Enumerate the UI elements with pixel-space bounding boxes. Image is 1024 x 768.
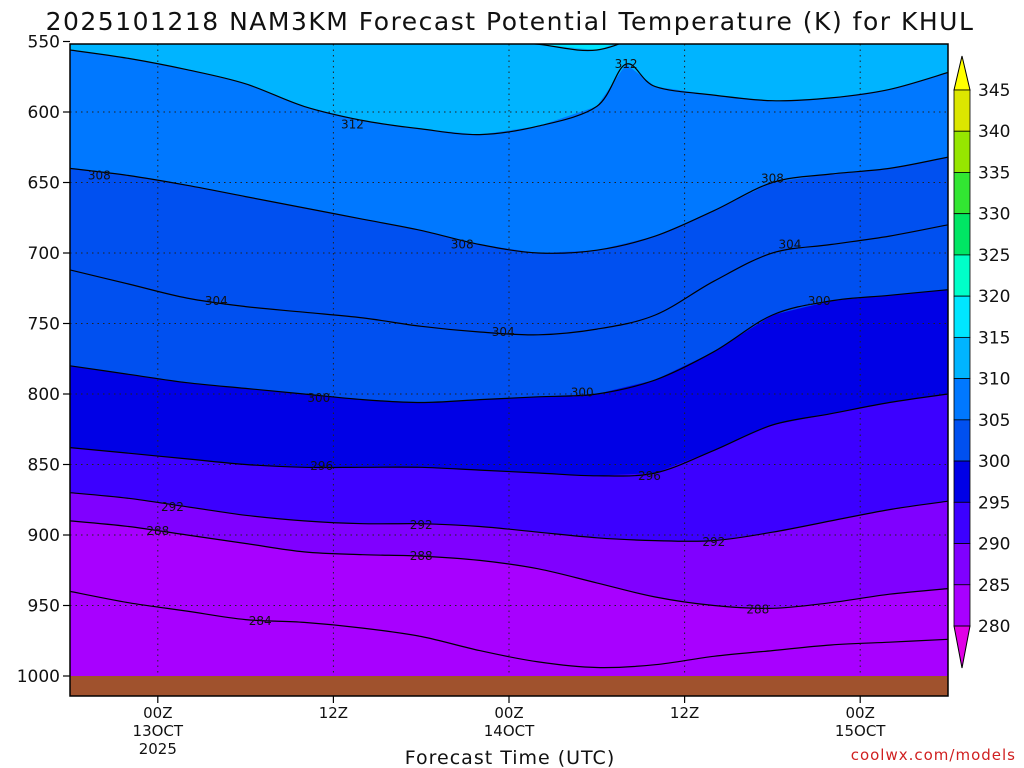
colorbar-swatch: [953, 89, 971, 132]
y-tick-label: 700: [28, 244, 60, 264]
x-tick-label: 14OCT: [484, 722, 535, 740]
x-axis-label: Forecast Time (UTC): [405, 747, 615, 768]
x-tick-label: 2025: [139, 740, 177, 758]
isentrope-304: [70, 224, 948, 336]
isentrope-292: [70, 492, 948, 542]
colorbar-swatch: [953, 130, 971, 173]
y-tick-label: 650: [28, 174, 60, 194]
isentrope-300: [70, 289, 948, 404]
y-tick-label: 1000: [17, 667, 60, 687]
colorbar-label: 280: [978, 617, 1010, 637]
y-tick-label: 950: [28, 597, 60, 617]
isentrope-288: [70, 520, 948, 610]
colorbar-label: 315: [978, 328, 1010, 348]
x-tick-label: 13OCT: [133, 722, 184, 740]
contour-label: 300: [307, 391, 330, 405]
contour-label: 304: [492, 325, 515, 339]
x-tick-label: 00Z: [494, 704, 523, 722]
colorbar-swatch: [953, 501, 971, 544]
y-tick-label: 750: [28, 315, 60, 335]
contour-label: 304: [779, 238, 802, 252]
colorbar-min-arrow: [953, 625, 971, 669]
isentrope-284: [70, 590, 948, 669]
colorbar-swatch: [953, 543, 971, 586]
y-axis: 2503003504004505005506006507007508008509…: [17, 33, 70, 687]
y-tick-label: 900: [28, 526, 60, 546]
chart-title: 2025101218 NAM3KM Forecast Potential Tem…: [46, 7, 975, 36]
contour-label: 316: [421, 32, 444, 46]
colorbar-label: 285: [978, 576, 1010, 596]
contour-label: 292: [161, 500, 184, 514]
contour-label: 308: [451, 238, 474, 252]
colorbar-label: 345: [978, 81, 1010, 101]
contour-label: 312: [615, 57, 638, 71]
colorbar-swatch: [953, 584, 971, 627]
isentrope-312: [70, 49, 948, 136]
colorbar-label: 325: [978, 246, 1010, 266]
colorbar-label: 295: [978, 493, 1010, 513]
colorbar-max-arrow: [953, 55, 971, 91]
colorbar-swatch: [953, 378, 971, 421]
x-tick-label: 00Z: [143, 704, 172, 722]
colorbar-label: 300: [978, 452, 1010, 472]
colorbar-swatch: [953, 172, 971, 215]
contour-label: 300: [571, 386, 594, 400]
contour-label: 292: [410, 518, 433, 532]
colorbar-label: 290: [978, 535, 1010, 555]
colorbar-swatch: [953, 336, 971, 380]
x-tick-label: 12Z: [319, 704, 348, 722]
isentrope-296: [70, 393, 948, 477]
x-tick-label: 12Z: [670, 704, 699, 722]
y-tick-label: 800: [28, 385, 60, 405]
credit-text: coolwx.com/models: [851, 746, 1016, 764]
contour-labels: 3403403363363323283283283243243203203203…: [88, 32, 831, 628]
colorbar-label: 320: [978, 287, 1010, 307]
plot-area: 3403403363363323283283283243243203203203…: [70, 32, 948, 696]
contour-label: 288: [410, 549, 433, 563]
terrain: [70, 676, 948, 696]
colorbar-label: 340: [978, 122, 1010, 142]
contour-label: 288: [746, 603, 769, 617]
contour-label: 292: [702, 535, 725, 549]
isentropes: [70, 44, 948, 669]
contour-label: 304: [205, 294, 228, 308]
colorbar: 280 285 290 295 300 305 310 315 320 325 330 335 340 3…: [953, 55, 1010, 669]
contour-label: 308: [761, 171, 784, 185]
isentrope-308: [70, 156, 948, 254]
fill-region-284: [70, 591, 948, 696]
contour-label: 296: [638, 469, 661, 483]
colorbar-swatch: [953, 213, 971, 256]
x-tick-label: 00Z: [846, 704, 875, 722]
grid: [70, 44, 948, 696]
y-tick-label: 600: [28, 103, 60, 123]
colorbar-label: 330: [978, 205, 1010, 225]
contour-label: 296: [310, 459, 333, 473]
contour-label: 284: [249, 614, 272, 628]
x-tick-label: 15OCT: [835, 722, 886, 740]
colorbar-swatch: [953, 254, 971, 297]
colorbar-label: 310: [978, 370, 1010, 390]
y-tick-label: 550: [28, 33, 60, 53]
colorbar-label: 305: [978, 411, 1010, 431]
colorbar-swatch: [953, 419, 971, 462]
contour-label: 288: [146, 524, 169, 538]
contour-label: 300: [808, 294, 831, 308]
contour-label: 312: [341, 118, 364, 132]
contour-label: 308: [88, 168, 111, 182]
y-tick-label: 850: [28, 456, 60, 476]
colorbar-label: 335: [978, 163, 1010, 183]
colorbar-swatch: [953, 295, 971, 338]
colorbar-swatch: [953, 460, 971, 503]
